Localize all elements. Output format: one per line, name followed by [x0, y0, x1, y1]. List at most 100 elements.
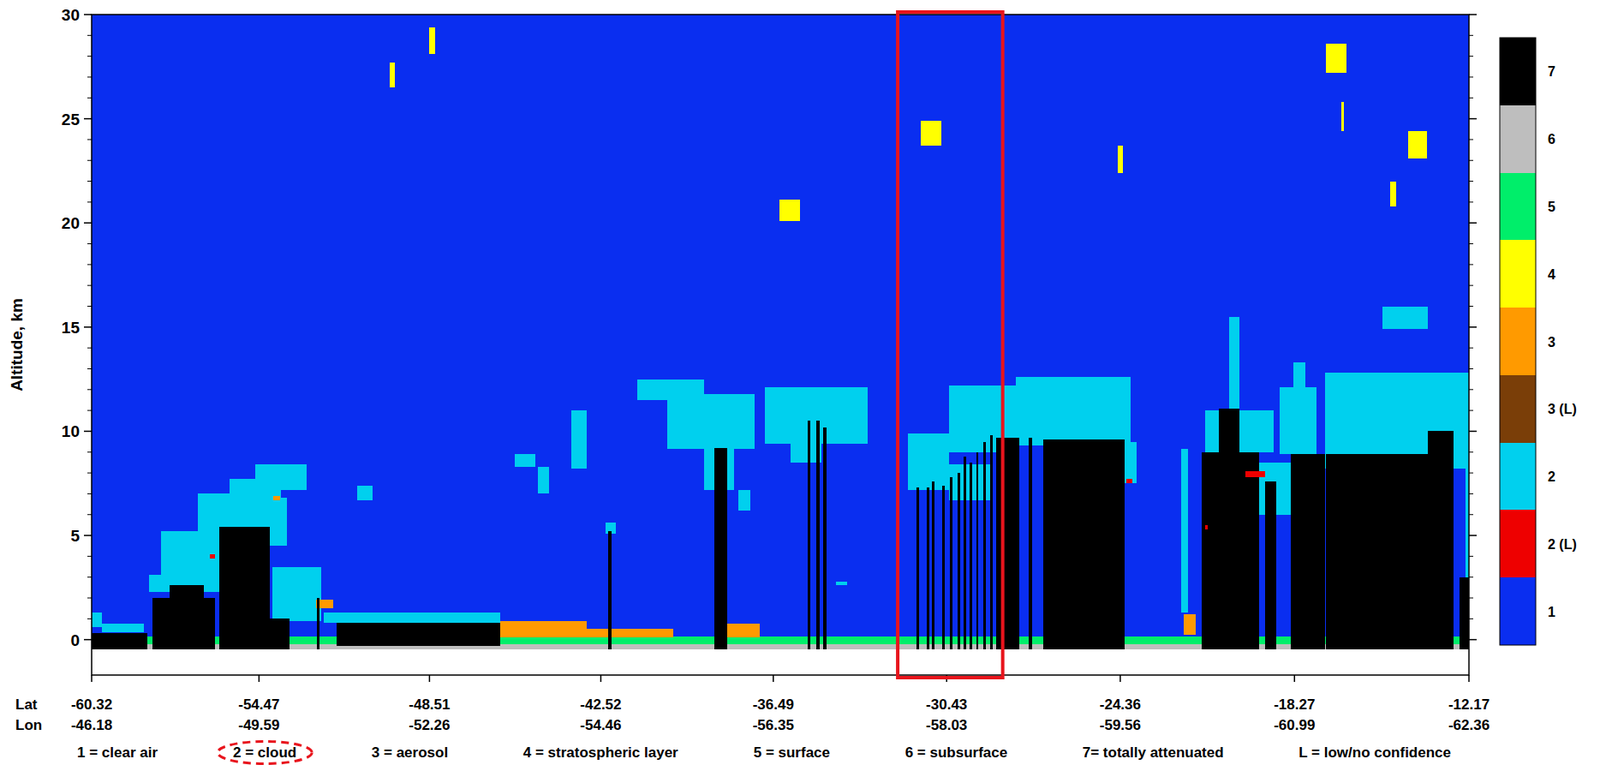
lat-tick-label: -48.51: [408, 696, 450, 713]
feature-cell: [389, 62, 395, 88]
y-minor-tick-right: [1468, 285, 1474, 287]
y-tick-label: 20: [61, 214, 80, 233]
feature-cell: [91, 612, 102, 627]
x-tick: [90, 674, 93, 682]
y-minor-tick-right: [1468, 243, 1474, 245]
y-tick: [83, 13, 92, 16]
feature-cell: [949, 477, 953, 650]
feature-cell: [764, 387, 868, 444]
y-minor-tick: [87, 576, 92, 578]
legend-item: 3 = aerosol: [371, 744, 448, 761]
y-minor-tick-right: [1468, 472, 1474, 474]
x-tick: [1468, 674, 1470, 682]
lat-tick-label: -42.52: [579, 696, 621, 713]
y-minor-tick: [87, 243, 92, 245]
y-tick-right: [1468, 430, 1477, 433]
lon-tick-label: -59.56: [1099, 716, 1141, 734]
colorbar-swatch: [1499, 442, 1536, 511]
feature-cell: [835, 581, 848, 586]
legend-item: 5 = surface: [753, 744, 830, 761]
y-minor-tick: [87, 138, 92, 140]
feature-cell: [916, 487, 920, 649]
y-tick: [83, 326, 92, 329]
feature-cell: [91, 644, 1469, 650]
y-minor-tick-right: [1468, 97, 1474, 99]
legend-item: L = low/no confidence: [1298, 744, 1451, 761]
feature-cell: [1015, 376, 1131, 446]
y-minor-tick-right: [1468, 493, 1474, 495]
feature-cell: [1218, 408, 1239, 453]
feature-cell: [907, 433, 950, 490]
y-minor-tick: [87, 597, 92, 599]
y-tick-right: [1468, 326, 1477, 329]
colorbar-label: 1: [1547, 604, 1556, 620]
feature-cell: [1325, 453, 1454, 649]
feature-cell: [738, 489, 750, 511]
feature-cell: [169, 585, 204, 598]
y-minor-tick: [87, 410, 92, 412]
lon-tick-label: -56.35: [752, 716, 795, 734]
feature-cell: [1126, 478, 1133, 484]
feature-cell: [152, 597, 215, 650]
feature-cell: [667, 394, 756, 449]
y-tick-label: 25: [61, 110, 81, 129]
lat-tick-label: -36.49: [752, 696, 795, 713]
legend-item: 4 = stratospheric layer: [523, 744, 679, 761]
y-minor-tick-right: [1468, 410, 1474, 412]
y-tick: [83, 534, 92, 537]
feature-cell: [1117, 145, 1123, 174]
y-minor-tick: [87, 513, 92, 515]
y-minor-tick-right: [1468, 35, 1474, 36]
y-tick: [83, 430, 92, 433]
y-minor-tick-right: [1468, 76, 1474, 78]
y-axis-title: Altitude, km: [7, 298, 26, 392]
y-minor-tick: [87, 180, 92, 182]
y-tick-right: [1468, 221, 1477, 224]
feature-cell: [931, 481, 935, 650]
y-tick-label: 30: [61, 5, 80, 24]
y-minor-tick-right: [1468, 513, 1474, 515]
y-tick-label: 15: [61, 318, 81, 337]
feature-cell: [608, 531, 611, 649]
feature-cell: [272, 567, 322, 621]
feature-cell: [1459, 577, 1469, 650]
y-minor-tick-right: [1468, 305, 1474, 307]
feature-cell: [779, 199, 800, 221]
feature-cell: [990, 435, 993, 649]
colorbar-swatch: [1499, 37, 1536, 106]
lon-tick-label: -46.18: [71, 716, 113, 734]
y-minor-tick: [87, 285, 92, 287]
highlight-box: [897, 11, 1003, 678]
colorbar-frame: [1499, 37, 1536, 645]
feature-cell: [316, 597, 320, 650]
feature-cell: [1382, 306, 1428, 330]
y-minor-tick: [87, 368, 92, 370]
feature-cell: [357, 485, 373, 501]
colorbar-swatch: [1499, 307, 1536, 376]
y-minor-tick-right: [1468, 368, 1474, 370]
y-minor-tick: [87, 347, 92, 349]
y-minor-tick: [87, 35, 92, 36]
y-minor-tick: [87, 201, 92, 203]
y-minor-tick: [87, 97, 92, 99]
y-minor-tick-right: [1468, 388, 1474, 390]
x-tick: [772, 674, 775, 682]
y-minor-tick: [87, 76, 92, 78]
feature-cell: [91, 636, 1469, 645]
colorbar-swatch: [1499, 173, 1536, 241]
feature-cell: [1265, 481, 1277, 650]
y-tick-right: [1468, 638, 1477, 641]
y-minor-tick: [87, 55, 92, 57]
feature-cell: [1181, 448, 1189, 613]
legend-item: 6 = subsurface: [905, 744, 1009, 761]
feature-cell: [996, 437, 1020, 650]
feature-cell: [1325, 43, 1347, 73]
lat-tick-label: -30.43: [925, 696, 968, 713]
feature-cell: [1183, 614, 1196, 634]
feature-cell: [429, 27, 436, 55]
feature-cell: [807, 420, 811, 649]
feature-cell: [1229, 316, 1240, 411]
lat-tick-label: -54.47: [238, 696, 280, 713]
y-tick-label: 0: [70, 631, 80, 650]
x-tick: [1294, 674, 1296, 682]
